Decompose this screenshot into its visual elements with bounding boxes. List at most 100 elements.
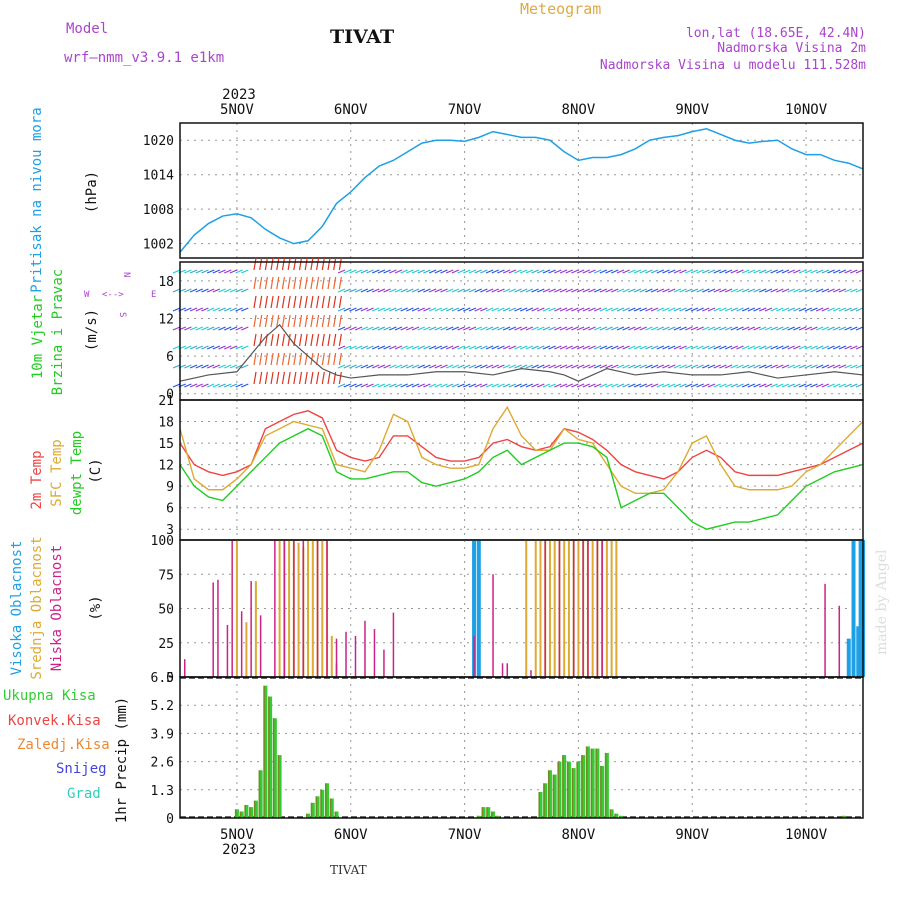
wind-barb (293, 295, 297, 309)
wind-barb (810, 326, 818, 331)
wind-barb (554, 288, 562, 293)
wind-barb (366, 383, 374, 388)
wind-barb (713, 326, 721, 331)
wind-barb (667, 326, 676, 331)
wind-barb (354, 269, 363, 274)
wind-barb (172, 288, 181, 293)
wind-barb (565, 269, 573, 274)
pressure-ylabel: Pritisak na nivou mora (29, 107, 45, 292)
wind-barb (428, 345, 437, 350)
wind-barb (622, 269, 630, 274)
precip-bar (590, 748, 595, 818)
cloud-bar (231, 540, 233, 677)
wind-barb (685, 345, 693, 350)
wind-barb (582, 288, 591, 293)
y-tick-label: 75 (158, 568, 174, 583)
wind-barb (411, 269, 420, 274)
wind-barb (327, 352, 331, 366)
wind-barb (218, 326, 226, 331)
cloud-bar (254, 581, 257, 677)
wind-barb (491, 364, 499, 369)
wind-barb (787, 383, 795, 388)
precip-bar-conv (566, 761, 569, 818)
precip-bar-conv (268, 696, 270, 818)
wind-barb (548, 269, 556, 274)
precip-bar-conv (604, 752, 607, 818)
wind-barb (480, 364, 488, 369)
wind-barb (645, 307, 653, 312)
wind-barb (463, 345, 471, 350)
compass-w: W (84, 290, 90, 300)
wind-barb (270, 314, 274, 328)
y-tick-label: 1020 (143, 134, 174, 149)
wind-barb (542, 345, 551, 350)
wind-barb (690, 269, 699, 274)
date-tick-label: 7NOV (448, 102, 482, 118)
y-tick-label: 12 (158, 312, 174, 327)
wind-barb (321, 295, 325, 309)
wind-barb (400, 307, 408, 312)
wind-barb (576, 383, 585, 388)
wind-barb (793, 307, 801, 312)
wind-barb (838, 383, 847, 388)
wind-barb (218, 345, 226, 350)
wind-barb (821, 288, 830, 293)
wind-barb (514, 269, 522, 274)
wind-barb (394, 383, 403, 388)
wind-barb (576, 269, 585, 274)
wind-barb (787, 269, 795, 274)
wind-barb (468, 345, 477, 350)
wind-barb (571, 383, 579, 388)
wind-barb (599, 383, 608, 388)
wind-barb (713, 288, 721, 293)
wind-barb (571, 326, 579, 331)
wind-barb (633, 345, 642, 350)
wind-barb (360, 288, 369, 293)
wind-barb (662, 383, 670, 388)
wind-barb (519, 288, 528, 293)
wind-barb (206, 364, 215, 369)
precip-bar (538, 791, 543, 818)
wind-barb (759, 269, 767, 274)
wind-barb (298, 276, 303, 290)
wind-barb (428, 269, 437, 274)
wind-barb (576, 326, 585, 331)
wind-barb (287, 314, 291, 328)
wind-barb (696, 307, 704, 312)
wind-barb (554, 269, 562, 274)
wind-barb (662, 326, 670, 331)
wind-barb (764, 288, 773, 293)
wind-barb (724, 326, 733, 331)
wind-barb (537, 307, 545, 312)
wind-barb (798, 345, 807, 350)
wind-barb (719, 269, 727, 274)
wind-barb (593, 345, 602, 350)
precip-bar-conv (306, 813, 308, 818)
compass-e: E (151, 290, 156, 300)
wind-barb (349, 269, 357, 274)
wind-barb (338, 257, 342, 271)
wind-barb (189, 307, 198, 312)
wind-barb (281, 371, 286, 385)
wind-barb (810, 269, 818, 274)
wind-barb (719, 383, 727, 388)
wind-barb (724, 288, 733, 293)
wind-barb (383, 383, 391, 388)
wind-barb (304, 371, 308, 385)
model-elevation-label: Nadmorska Visina u modelu 111.528m (600, 58, 866, 73)
wind-barb (645, 345, 653, 350)
wind-barb (633, 383, 642, 388)
cloud-bar (250, 581, 252, 677)
wind-barb (333, 314, 337, 328)
wind-barb (218, 383, 226, 388)
wind-barb (605, 307, 613, 312)
panel-border (179, 122, 864, 259)
wind-barb (673, 326, 682, 331)
wind-barb (599, 364, 608, 369)
compass-s: S (117, 312, 127, 317)
precip-legend-frz: Zaledj.Kisa (17, 737, 110, 753)
wind-barb (241, 288, 249, 293)
wind-barb (838, 345, 847, 350)
model-name: wrf—nmm_v3.9.1 e1km (64, 50, 224, 66)
wind-barb (371, 364, 380, 369)
